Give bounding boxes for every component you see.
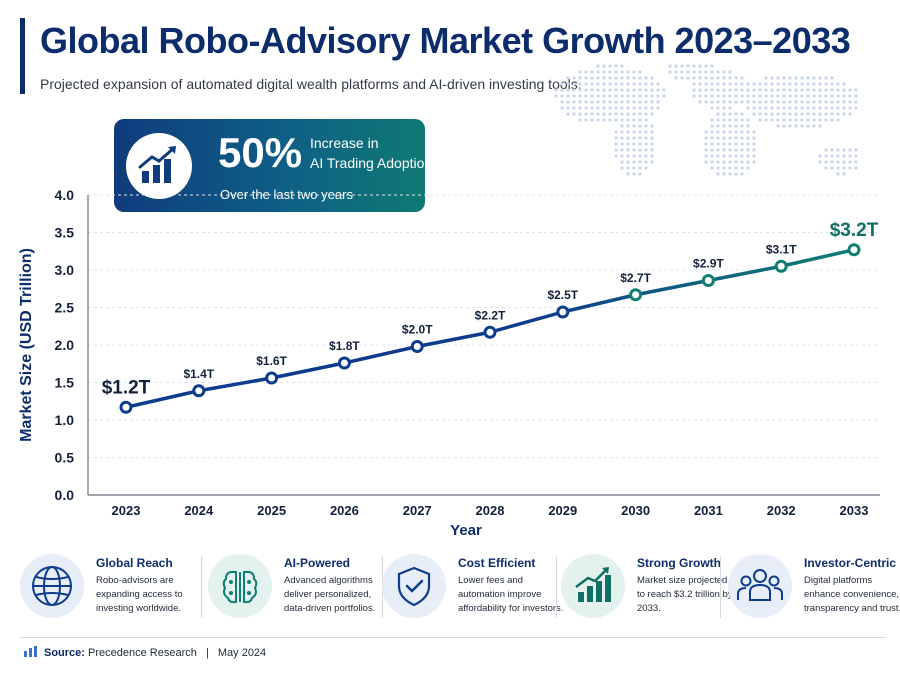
y-tick-label: 0.0 [55, 487, 75, 503]
bar-chart-icon [24, 646, 37, 657]
data-point [701, 274, 715, 287]
x-tick-label: 2029 [548, 503, 577, 518]
shield-check-icon [382, 554, 446, 618]
data-label: $1.4T [183, 367, 214, 381]
data-point [337, 356, 351, 370]
source-text: Precedence Research [88, 647, 197, 659]
y-axis-label: Market Size (USD Trillion) [18, 248, 35, 442]
feature-divider [556, 556, 557, 618]
investors-icon [728, 554, 792, 618]
source-date: May 2024 [217, 647, 267, 659]
page-title: Global Robo-Advisory Market Growth 2023–… [40, 20, 851, 61]
source-separator: | [205, 647, 209, 659]
highlight-value: 50% [218, 129, 303, 176]
x-tick-label: 2031 [694, 503, 723, 518]
data-label: $1.2T [102, 377, 151, 398]
y-tick-label: 3.5 [55, 225, 75, 241]
data-label: $2.2T [475, 308, 506, 322]
y-tick-label: 0.5 [55, 450, 75, 466]
x-tick-label: 2027 [403, 503, 432, 518]
feature-strip: Global Reach Robo-advisors are expanding… [20, 542, 900, 634]
data-label: $3.2T [830, 220, 879, 241]
data-point [629, 288, 643, 302]
source-label: Source: [44, 647, 85, 659]
highlight-line-2: AI Trading Adoption [310, 155, 433, 171]
page-subtitle: Projected expansion of automated digital… [40, 76, 582, 92]
x-tick-label: 2028 [476, 503, 505, 518]
data-point [847, 243, 861, 257]
market-growth-chart: 0.0 0.5 1.0 1.5 2.0 2.5 3.0 3.5 4.0 2023 2024 2025 2… [18, 187, 880, 539]
x-axis-label: Year [450, 522, 482, 539]
feature-desc: Market size projected to reach $3.2 tril… [637, 575, 733, 614]
y-tick-label: 2.0 [55, 337, 75, 353]
data-point [265, 371, 279, 385]
y-tick-label: 2.5 [55, 300, 75, 316]
data-label: $1.8T [329, 339, 360, 353]
x-tick-label: 2032 [767, 503, 796, 518]
data-label: $1.6T [256, 354, 287, 368]
x-tick-label: 2033 [840, 503, 869, 518]
feature-title: Cost Efficient [458, 556, 536, 570]
feature-desc: Advanced algorithms deliver personalized… [284, 575, 376, 614]
trend-up-icon [126, 133, 192, 199]
data-point [192, 384, 206, 398]
ai-chip-icon [208, 554, 272, 618]
data-label: $2.7T [620, 271, 651, 285]
x-tick-label: 2025 [257, 503, 286, 518]
feature-desc: Lower fees and automation improve afford… [458, 575, 564, 614]
feature-title: Investor-Centric [804, 556, 897, 570]
globe-icon [20, 554, 84, 618]
y-tick-label: 1.5 [55, 375, 75, 391]
y-tick-label: 3.0 [55, 262, 75, 278]
highlight-line-1: Increase in [310, 135, 379, 151]
data-label: $2.0T [402, 323, 433, 337]
title-accent-bar [20, 18, 25, 94]
source-note: Source: Precedence Research | May 2024 [24, 646, 266, 659]
data-point [483, 325, 497, 339]
feature-desc: Robo-advisors are expanding access to in… [96, 575, 183, 614]
feature-divider [720, 556, 721, 618]
data-label: $2.9T [693, 257, 724, 271]
feature-divider [201, 556, 202, 618]
growth-chart-icon [561, 554, 625, 618]
feature-desc: Digital platforms enhance convenience, t… [804, 575, 900, 614]
data-point [774, 259, 788, 273]
data-point [410, 340, 424, 353]
data-point [556, 305, 570, 319]
feature-title: Strong Growth [637, 556, 721, 570]
x-tick-label: 2026 [330, 503, 359, 518]
y-tick-label: 4.0 [55, 187, 75, 203]
highlight-card: 50% Increase in AI Trading Adoption Over… [114, 119, 432, 212]
world-map-icon [554, 64, 858, 176]
feature-title: AI-Powered [284, 556, 351, 570]
data-label: $2.5T [547, 288, 578, 302]
x-tick-label: 2030 [621, 503, 650, 518]
data-point [119, 400, 133, 414]
x-tick-label: 2024 [184, 503, 214, 518]
y-tick-label: 1.0 [55, 412, 75, 428]
data-label: $3.1T [766, 242, 797, 256]
footer-divider [20, 637, 886, 638]
feature-title: Global Reach [96, 556, 173, 570]
x-tick-label: 2023 [112, 503, 141, 518]
